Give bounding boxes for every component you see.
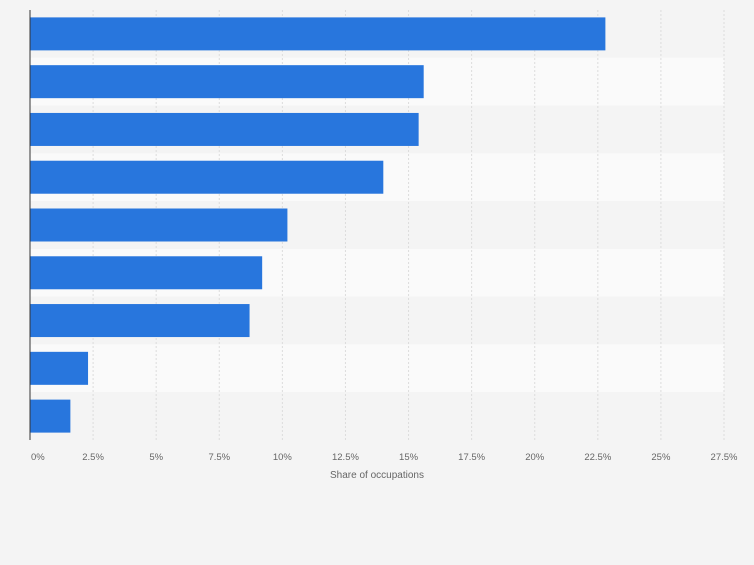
row-band: [30, 344, 724, 393]
bar[interactable]: [30, 17, 606, 51]
bar[interactable]: [30, 399, 71, 433]
x-tick-label: 25%: [651, 452, 671, 463]
bars: [30, 17, 606, 433]
x-tick-label: 2.5%: [82, 452, 104, 463]
x-tick-label: 0%: [31, 452, 45, 463]
x-tick-label: 10%: [273, 452, 293, 463]
bar[interactable]: [30, 65, 424, 99]
x-axis-ticks: 0% 2.5% 5% 7.5% 10% 12.5% 15% 17.5% 20% 22.5% 25% 2…: [31, 452, 738, 463]
bar[interactable]: [30, 112, 419, 146]
row-band: [30, 392, 724, 440]
x-tick-label: 15%: [399, 452, 419, 463]
x-axis-label: Share of occupations: [330, 470, 424, 481]
bar[interactable]: [30, 256, 263, 290]
x-tick-label: 22.5%: [584, 452, 611, 463]
x-tick-label: 5%: [149, 452, 163, 463]
x-tick-label: 27.5%: [711, 452, 738, 463]
x-tick-label: 12.5%: [332, 452, 359, 463]
bar[interactable]: [30, 160, 384, 194]
x-tick-label: 17.5%: [458, 452, 485, 463]
bar[interactable]: [30, 351, 89, 385]
bar[interactable]: [30, 208, 288, 242]
x-tick-label: 7.5%: [208, 452, 230, 463]
bar[interactable]: [30, 304, 250, 338]
x-tick-label: 20%: [525, 452, 545, 463]
